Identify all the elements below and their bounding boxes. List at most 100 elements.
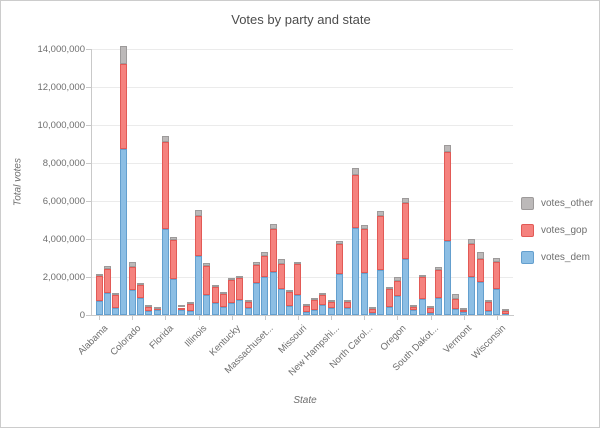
bar-segment-votes_other[interactable]	[410, 304, 418, 307]
bar-segment-votes_gop[interactable]	[385, 288, 393, 308]
bar-segment-votes_dem[interactable]	[112, 307, 120, 315]
bar-segment-votes_other[interactable]	[244, 299, 252, 302]
bar-segment-votes_gop[interactable]	[427, 308, 435, 313]
bar-segment-votes_other[interactable]	[360, 224, 368, 229]
bar-segment-votes_other[interactable]	[327, 299, 335, 302]
bar-segment-votes_other[interactable]	[203, 263, 211, 266]
bar-segment-votes_other[interactable]	[485, 300, 493, 303]
bar-segment-votes_dem[interactable]	[485, 311, 493, 315]
bar-segment-votes_other[interactable]	[427, 306, 435, 309]
bar-segment-votes_gop[interactable]	[294, 264, 302, 295]
bar-segment-votes_other[interactable]	[253, 262, 261, 266]
bar-segment-votes_dem[interactable]	[443, 241, 451, 315]
bar-segment-votes_dem[interactable]	[327, 308, 335, 315]
bar-segment-votes_gop[interactable]	[377, 215, 385, 270]
bar-segment-votes_gop[interactable]	[161, 141, 169, 230]
bar-segment-votes_dem[interactable]	[178, 309, 186, 315]
bar-segment-votes_dem[interactable]	[286, 305, 294, 315]
bar-segment-votes_gop[interactable]	[476, 258, 484, 282]
bar-segment-votes_dem[interactable]	[451, 309, 459, 315]
bar-segment-votes_gop[interactable]	[178, 307, 186, 310]
bar-segment-votes_gop[interactable]	[145, 307, 153, 311]
bar-segment-votes_gop[interactable]	[435, 269, 443, 299]
bar-segment-votes_dem[interactable]	[269, 271, 277, 315]
bar-segment-votes_other[interactable]	[443, 144, 451, 153]
bar-segment-votes_dem[interactable]	[402, 259, 410, 315]
bar-segment-votes_other[interactable]	[112, 292, 120, 295]
bar-segment-votes_other[interactable]	[228, 278, 236, 281]
bar-segment-votes_gop[interactable]	[443, 152, 451, 242]
bar-segment-votes_other[interactable]	[402, 197, 410, 203]
bar-segment-votes_gop[interactable]	[335, 243, 343, 275]
bar-segment-votes_other[interactable]	[186, 301, 194, 304]
bar-segment-votes_other[interactable]	[286, 290, 294, 293]
bar-segment-votes_dem[interactable]	[410, 310, 418, 315]
bar-segment-votes_dem[interactable]	[228, 303, 236, 315]
bar-segment-votes_dem[interactable]	[244, 308, 252, 315]
bar-segment-votes_other[interactable]	[294, 261, 302, 265]
bar-segment-votes_dem[interactable]	[493, 288, 501, 315]
bar-segment-votes_other[interactable]	[236, 275, 244, 278]
bar-segment-votes_gop[interactable]	[485, 302, 493, 312]
bar-segment-votes_other[interactable]	[211, 285, 219, 288]
bar-segment-votes_gop[interactable]	[501, 310, 509, 314]
bar-segment-votes_gop[interactable]	[236, 277, 244, 301]
bar-segment-votes_gop[interactable]	[410, 306, 418, 311]
bar-segment-votes_dem[interactable]	[418, 298, 426, 315]
bar-segment-votes_dem[interactable]	[203, 295, 211, 315]
bar-segment-votes_gop[interactable]	[128, 266, 136, 290]
bar-segment-votes_gop[interactable]	[261, 256, 269, 278]
bar-segment-votes_gop[interactable]	[327, 301, 335, 309]
bar-segment-votes_other[interactable]	[95, 274, 103, 277]
bar-segment-votes_dem[interactable]	[195, 256, 203, 315]
bar-segment-votes_dem[interactable]	[137, 297, 145, 315]
bar-segment-votes_other[interactable]	[385, 286, 393, 289]
bar-segment-votes_dem[interactable]	[253, 283, 261, 315]
bar-segment-votes_other[interactable]	[335, 241, 343, 244]
bar-segment-votes_gop[interactable]	[112, 294, 120, 308]
bar-segment-votes_gop[interactable]	[120, 63, 128, 149]
bar-segment-votes_gop[interactable]	[170, 239, 178, 280]
bar-segment-votes_gop[interactable]	[195, 215, 203, 257]
bar-segment-votes_other[interactable]	[145, 305, 153, 308]
bar-segment-votes_gop[interactable]	[95, 276, 103, 302]
bar-segment-votes_other[interactable]	[178, 305, 186, 308]
bar-segment-votes_gop[interactable]	[269, 228, 277, 272]
bar-segment-votes_gop[interactable]	[103, 269, 111, 293]
bar-segment-votes_gop[interactable]	[468, 243, 476, 278]
bar-segment-votes_dem[interactable]	[377, 269, 385, 315]
bar-segment-votes_dem[interactable]	[302, 311, 310, 315]
bar-segment-votes_other[interactable]	[170, 236, 178, 240]
bar-segment-votes_gop[interactable]	[393, 281, 401, 296]
bar-segment-votes_dem[interactable]	[352, 228, 360, 315]
bar-segment-votes_other[interactable]	[137, 283, 145, 286]
bar-segment-votes_gop[interactable]	[186, 303, 194, 312]
bar-segment-votes_other[interactable]	[153, 307, 161, 310]
bar-segment-votes_dem[interactable]	[319, 304, 327, 315]
bar-segment-votes_dem[interactable]	[170, 279, 178, 315]
bar-segment-votes_dem[interactable]	[128, 289, 136, 315]
bar-segment-votes_other[interactable]	[161, 136, 169, 142]
bar-segment-votes_gop[interactable]	[253, 265, 261, 284]
bar-segment-votes_dem[interactable]	[468, 277, 476, 315]
bar-segment-votes_dem[interactable]	[219, 306, 227, 315]
bar-segment-votes_gop[interactable]	[344, 301, 352, 308]
bar-segment-votes_gop[interactable]	[369, 309, 377, 314]
bar-segment-votes_other[interactable]	[418, 274, 426, 277]
bar-segment-votes_other[interactable]	[311, 298, 319, 301]
bar-segment-votes_gop[interactable]	[352, 174, 360, 229]
bar-segment-votes_other[interactable]	[377, 210, 385, 216]
bar-segment-votes_dem[interactable]	[186, 311, 194, 315]
bar-segment-votes_gop[interactable]	[402, 202, 410, 260]
bar-segment-votes_dem[interactable]	[153, 309, 161, 315]
bar-segment-votes_dem[interactable]	[427, 312, 435, 315]
bar-segment-votes_dem[interactable]	[145, 310, 153, 315]
bar-segment-votes_dem[interactable]	[236, 300, 244, 315]
bar-segment-votes_dem[interactable]	[211, 302, 219, 315]
bar-segment-votes_gop[interactable]	[211, 287, 219, 303]
bar-segment-votes_dem[interactable]	[385, 307, 393, 315]
bar-segment-votes_other[interactable]	[195, 209, 203, 216]
bar-segment-votes_other[interactable]	[319, 293, 327, 296]
bar-segment-votes_dem[interactable]	[161, 229, 169, 315]
bar-segment-votes_other[interactable]	[128, 262, 136, 267]
